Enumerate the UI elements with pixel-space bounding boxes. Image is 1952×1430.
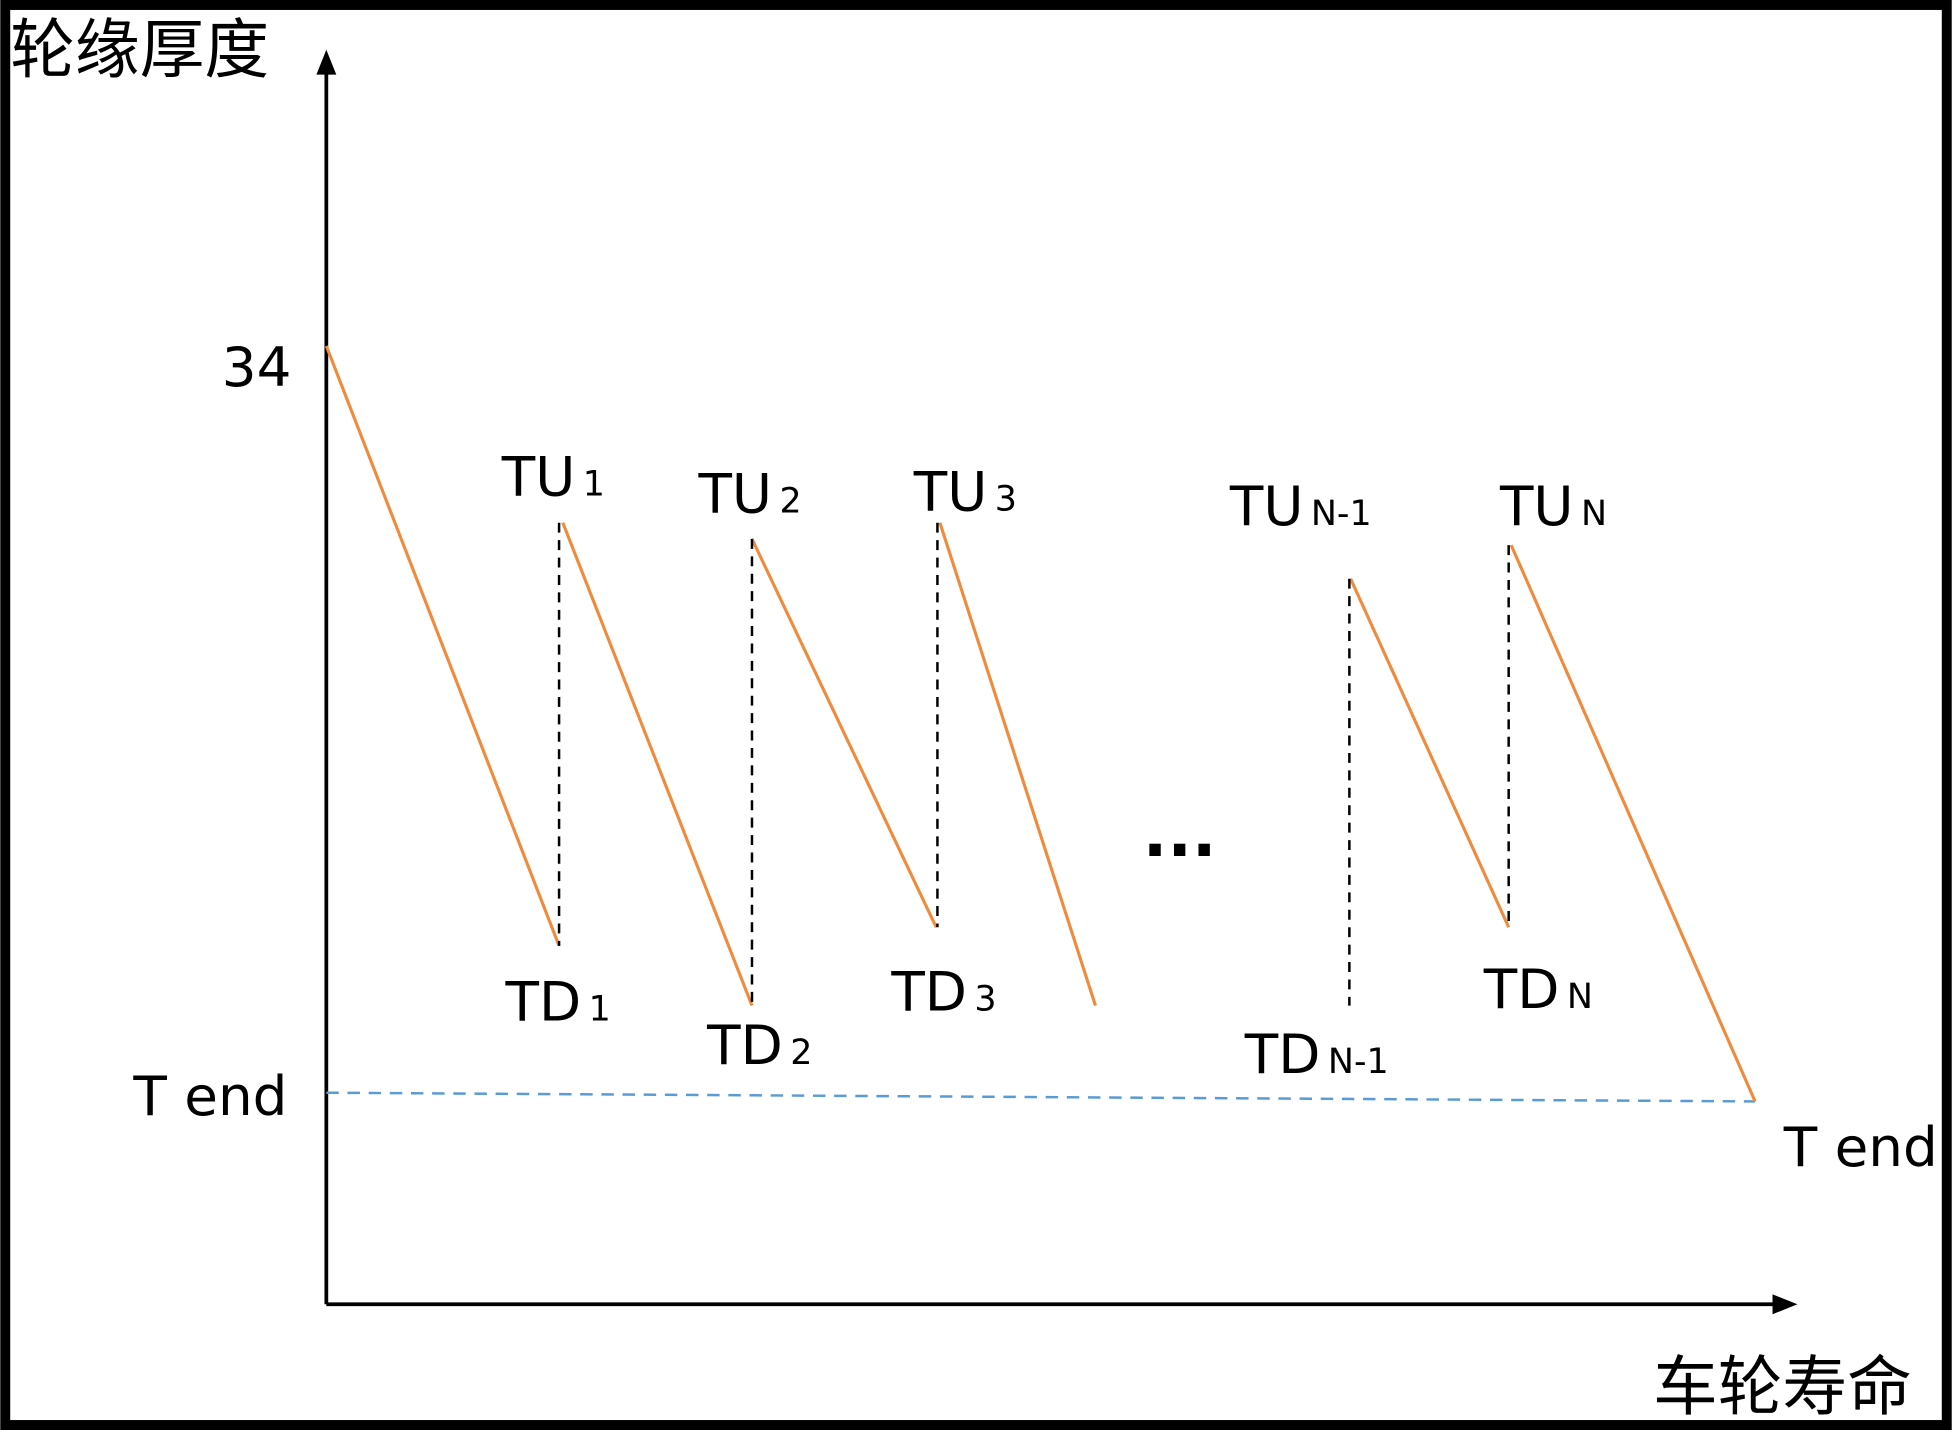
label-main: TD bbox=[505, 970, 582, 1034]
label-sub: 3 bbox=[995, 479, 1017, 519]
threshold-line bbox=[326, 1091, 1756, 1103]
label-main: TU bbox=[697, 462, 772, 526]
label-main: TD bbox=[706, 1013, 783, 1077]
label-main: TU bbox=[913, 459, 988, 523]
stage-label: TU N-1 bbox=[1229, 474, 1372, 538]
stage-label: TU N bbox=[1499, 474, 1607, 538]
stage-label: TU 2 bbox=[697, 462, 801, 526]
label-sub: 2 bbox=[779, 482, 801, 522]
label-sub: N bbox=[1567, 977, 1593, 1017]
y-mark: T end bbox=[132, 1064, 287, 1128]
label-main: TU bbox=[1499, 474, 1574, 538]
repair-lines bbox=[557, 522, 1510, 1006]
label-sub: 2 bbox=[790, 1033, 812, 1073]
y-mark: 34 bbox=[222, 335, 292, 399]
label-main: TU bbox=[1229, 474, 1304, 538]
label-main: TU bbox=[501, 444, 576, 508]
wear-line bbox=[750, 538, 938, 928]
label-sub: N-1 bbox=[1311, 494, 1372, 534]
stage-label: TD 1 bbox=[505, 970, 611, 1034]
wear-line bbox=[561, 522, 754, 1007]
label-main: TD bbox=[1483, 957, 1560, 1021]
end-label: T end bbox=[1783, 1115, 1938, 1179]
wear-lines bbox=[324, 345, 1757, 1103]
wear-line bbox=[938, 522, 1097, 1007]
ellipsis: ... bbox=[1143, 797, 1217, 872]
label-sub: 3 bbox=[974, 980, 996, 1020]
stage-label: TD N bbox=[1483, 957, 1593, 1021]
label-main: TD bbox=[890, 960, 967, 1024]
stage-label: TD 3 bbox=[890, 960, 996, 1024]
stage-label: TU 3 bbox=[913, 459, 1017, 523]
y-arrow bbox=[316, 49, 337, 75]
label-sub: 1 bbox=[589, 990, 611, 1030]
label-main: TD bbox=[1244, 1022, 1321, 1086]
x-arrow bbox=[1772, 1294, 1798, 1315]
wear-line bbox=[1349, 578, 1511, 928]
stage-label: TD N-1 bbox=[1244, 1022, 1389, 1086]
wear-line bbox=[324, 345, 561, 947]
wear-line bbox=[1509, 544, 1757, 1103]
x-axis-label: 车轮寿命 bbox=[1653, 1350, 1912, 1425]
y-axis-label: 轮缘厚度 bbox=[10, 13, 269, 88]
label-sub: 1 bbox=[583, 464, 605, 504]
stage-label: TD 2 bbox=[706, 1013, 812, 1077]
label-sub: N-1 bbox=[1328, 1042, 1389, 1082]
stage-label: TU 1 bbox=[501, 444, 605, 508]
label-sub: N bbox=[1581, 494, 1607, 534]
